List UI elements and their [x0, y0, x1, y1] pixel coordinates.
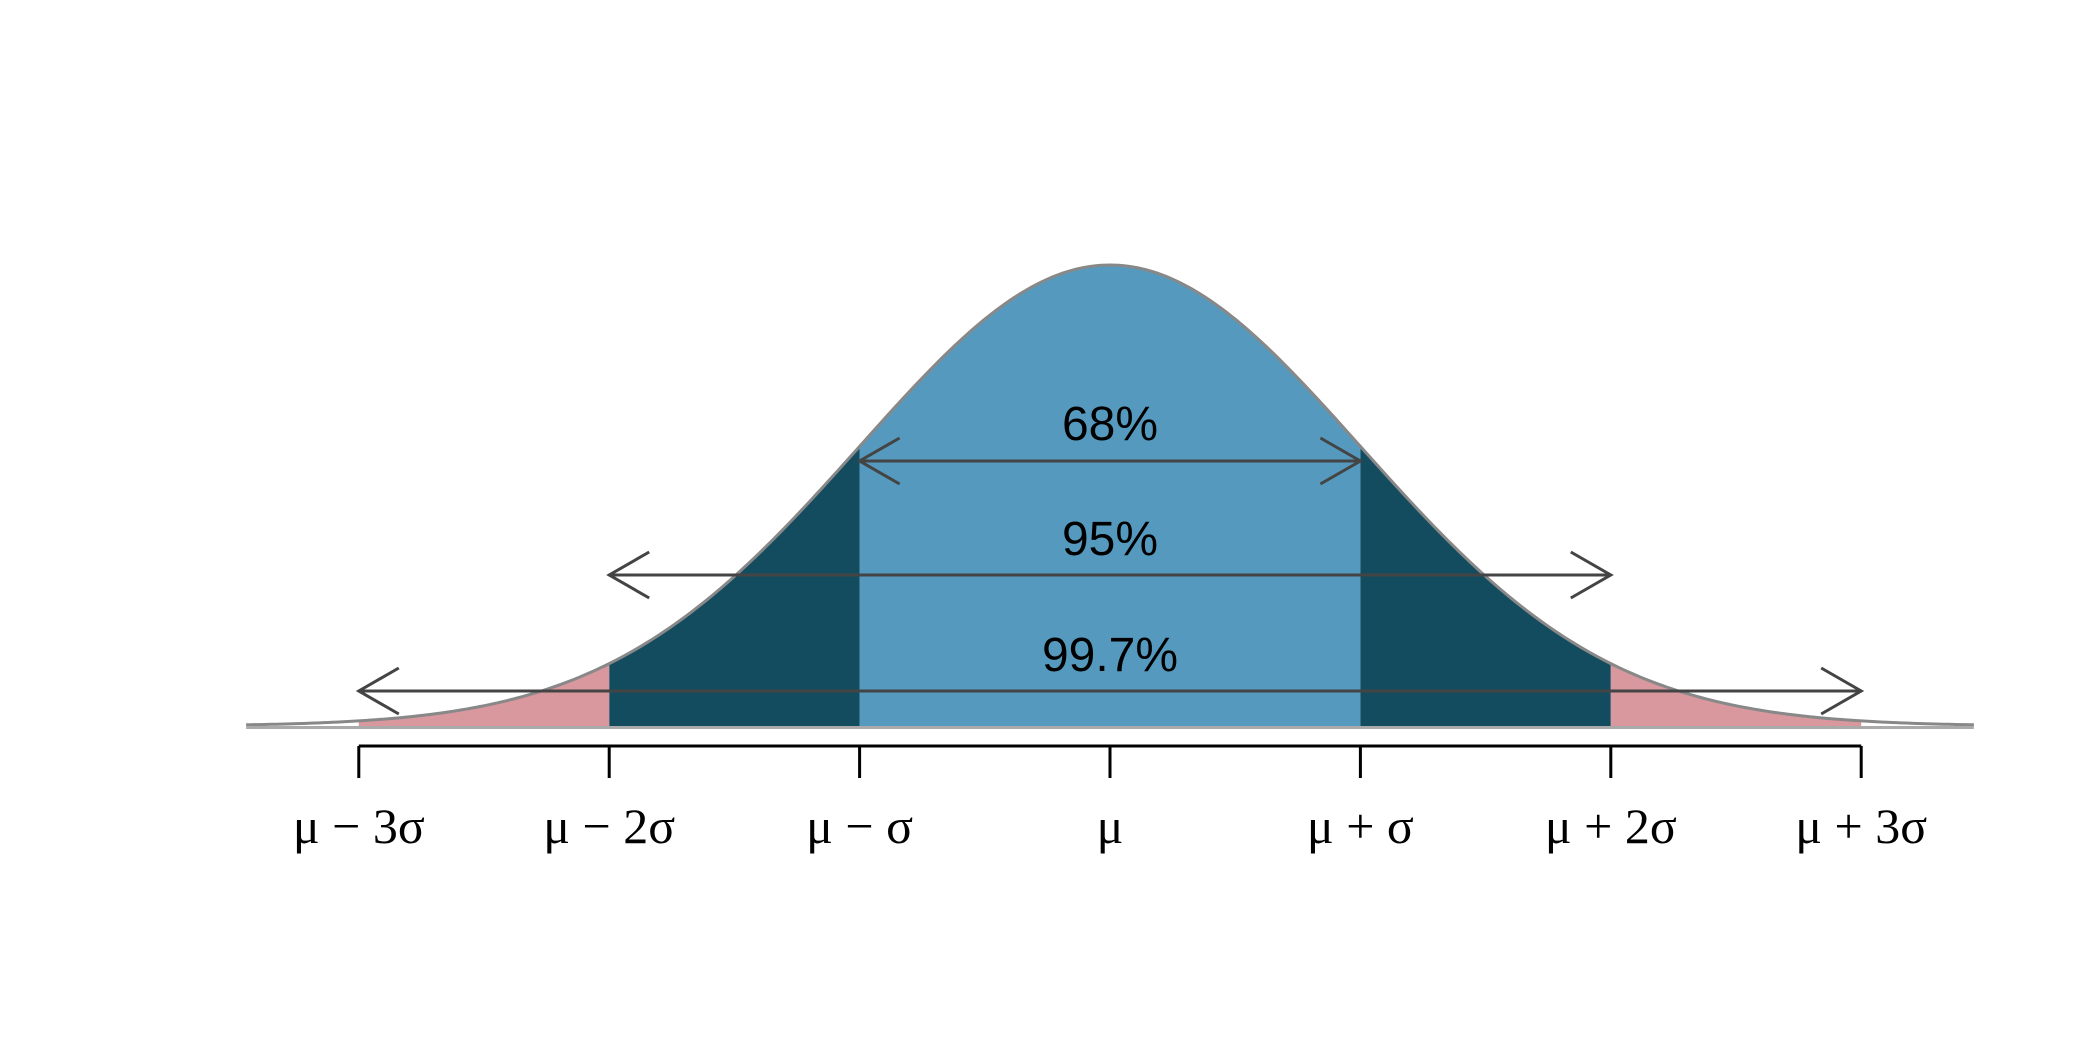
region-within-1-sd: [859, 265, 1361, 726]
tick-label: μ: [1097, 798, 1124, 854]
tick-label: μ + 2σ: [1545, 798, 1677, 854]
arrow-68: [856, 436, 1364, 486]
arrow-95: [606, 550, 1614, 600]
annotation-label: 68%: [1062, 398, 1158, 451]
region-between-2-and-3-sd: [1610, 663, 1862, 726]
tick-label: μ − 2σ: [543, 798, 675, 854]
annotation-label: 95%: [1062, 513, 1158, 566]
tick-label: μ − σ: [806, 798, 913, 854]
arrow-997: [355, 666, 1865, 716]
density-curve: [246, 263, 1974, 727]
tick-label: μ − 3σ: [293, 798, 425, 854]
x-axis: μ − 3σ μ − 2σ μ − σ μ μ + σ μ + 2σ μ + 3σ: [293, 744, 1927, 854]
region-between-2-and-3-sd: [358, 663, 610, 726]
tick-label: μ + σ: [1307, 798, 1414, 854]
tick-label: μ + 3σ: [1795, 798, 1927, 854]
annotation-label: 99.7%: [1042, 629, 1178, 682]
interval-arrows: 68% 95% 99.7%: [355, 398, 1865, 716]
